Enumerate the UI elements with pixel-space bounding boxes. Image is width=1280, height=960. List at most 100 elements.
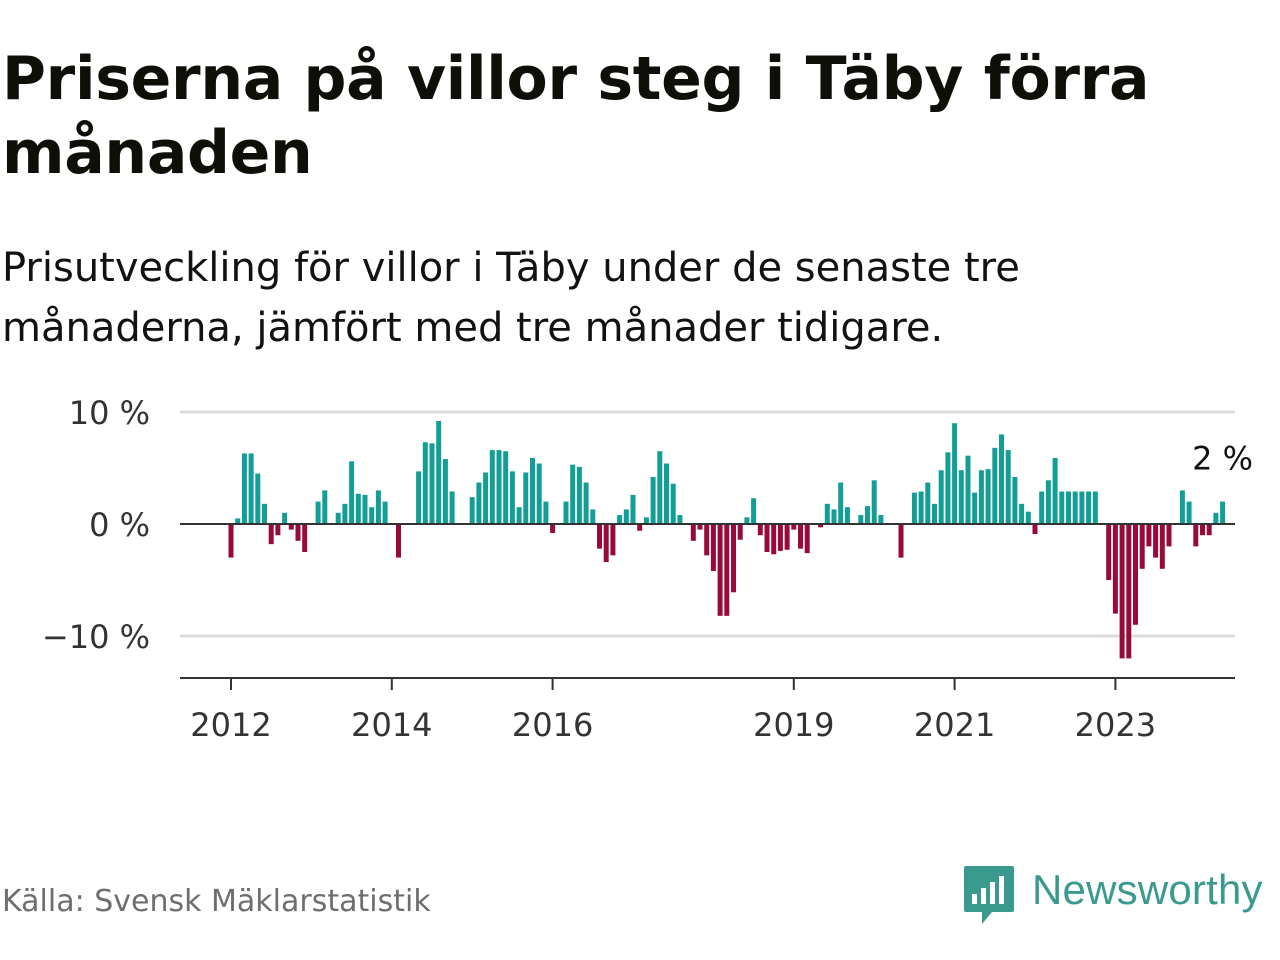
bar [382,501,388,524]
newsworthy-logo-icon [964,866,1014,924]
bar [757,524,763,536]
bar [576,466,582,524]
bar [550,524,556,533]
bar [429,443,435,524]
bar [255,473,261,524]
bar [677,515,683,524]
bar [717,524,723,616]
bar [275,524,281,536]
bar [1146,524,1152,547]
bar [831,509,837,524]
bar [1186,501,1192,524]
bar [1159,524,1165,569]
bar [871,480,877,524]
y-tick-label: 10 % [69,394,150,432]
bar [932,503,937,524]
bar [898,524,904,558]
last-value-label: 2 % [1192,440,1253,478]
bar [396,524,401,558]
bar [295,524,301,541]
bar [416,471,422,524]
bar [958,470,964,524]
bar [972,492,978,524]
bar [992,447,998,524]
bar [1019,503,1025,524]
bar [1092,491,1098,524]
bar [335,512,341,524]
bar [1139,524,1145,569]
bar [610,524,616,556]
bar [469,497,475,524]
bar [731,524,736,593]
bar [509,471,515,524]
bar [630,494,636,524]
bar [918,491,924,524]
x-tick-label: 2012 [190,706,271,744]
bar [1193,524,1199,547]
bar [657,451,663,524]
bar [697,524,703,530]
bar [1206,524,1212,536]
x-tick-label: 2023 [1075,706,1156,744]
bar [570,464,576,524]
bar [436,420,442,524]
bar [503,451,509,524]
bar [530,457,535,524]
bar [597,524,602,549]
bar [710,524,716,572]
bar [288,524,294,530]
bar [442,459,448,524]
bar [664,463,669,524]
bar [690,524,696,541]
bar [878,515,884,524]
bar-chart: 10 % 0 % −10 % 2012 2014 2016 2019 2021 2023 2 % [42,394,1253,744]
bar [777,524,783,551]
bar [637,524,643,531]
bar [523,472,529,524]
y-tick-label: −10 % [42,618,150,656]
chart-title: Priserna på villor steg i Täby förra mån… [2,44,1150,188]
bar [985,469,991,524]
bar [911,492,917,524]
bar [965,455,971,524]
bar [938,470,944,524]
bar [978,470,984,524]
bar [791,524,797,530]
bar [1039,491,1045,524]
bar [362,494,368,524]
bar [1133,524,1138,625]
bar [643,517,649,524]
bar [1200,524,1205,536]
bar [1012,476,1018,524]
x-tick-label: 2016 [512,706,593,744]
newsworthy-logo[interactable]: Newsworthy [962,862,1278,928]
bar [315,501,321,524]
bar [952,423,958,524]
bar [724,524,730,616]
bar [1072,491,1078,524]
bar [342,503,348,524]
bar [1166,524,1172,547]
bars [228,420,1226,659]
bar [262,503,267,524]
x-tick-label: 2014 [351,706,432,744]
bar [1005,450,1011,524]
bar [476,482,482,524]
axis-labels: 10 % 0 % −10 % 2012 2014 2016 2019 2021 2023 2 % [42,394,1253,744]
bar [422,442,428,524]
bar [925,482,931,524]
bar [1112,524,1118,614]
bar [563,501,569,524]
bar [804,524,810,554]
bar [838,482,844,524]
bar [483,472,489,524]
bar [355,493,361,524]
bar [369,507,375,524]
bar [858,515,864,524]
bar [496,450,502,524]
bar [375,490,381,524]
bar [1079,491,1085,524]
bar [751,498,757,524]
bar [1119,524,1125,659]
bar [322,490,328,524]
